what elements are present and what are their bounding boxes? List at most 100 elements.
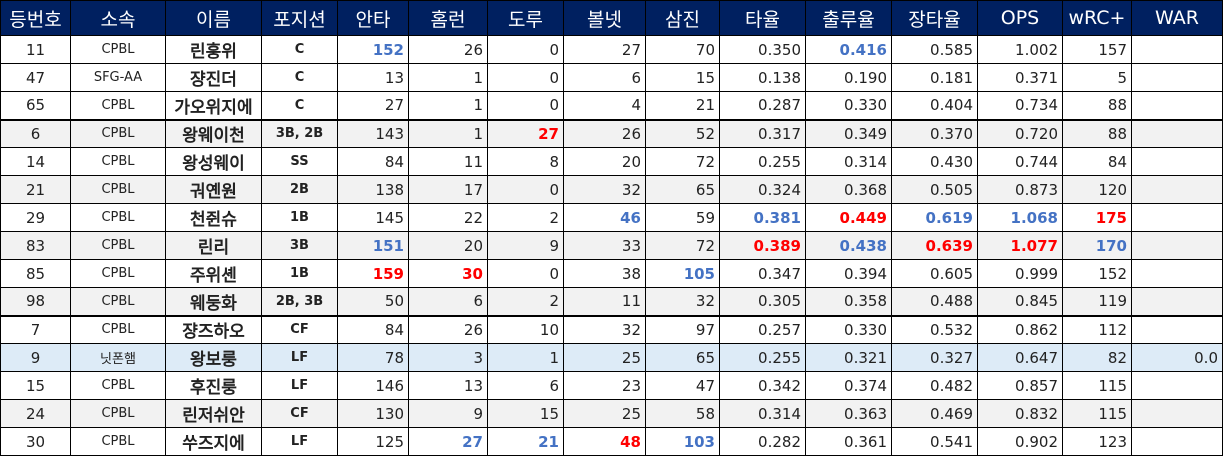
cell-war xyxy=(1131,231,1223,260)
cell-position: CF xyxy=(261,314,338,344)
cell-obp: 0.374 xyxy=(805,371,892,400)
cell-hits: 159 xyxy=(337,259,409,288)
cell-team: CPBL xyxy=(70,314,166,344)
cell-position: 2B xyxy=(261,175,338,204)
table-row[interactable]: 21 CPBL 궈옌원 2B 138 17 0 32 65 0.324 0.36… xyxy=(0,175,1223,204)
cell-strikeouts: 65 xyxy=(645,175,720,204)
cell-hits: 146 xyxy=(337,371,409,400)
table-row-selected[interactable]: 9 닛폰햄 왕보룽 LF 78 3 1 25 65 0.255 0.321 0.… xyxy=(0,343,1223,372)
table-row[interactable]: 14 CPBL 왕성웨이 SS 84 11 8 20 72 0.255 0.31… xyxy=(0,147,1223,176)
cell-hits: 13 xyxy=(337,63,409,92)
table-row[interactable]: 6 CPBL 왕웨이천 3B, 2B 143 1 27 26 52 0.317 … xyxy=(0,118,1223,148)
cell-number: 47 xyxy=(0,63,71,92)
cell-homeruns: 1 xyxy=(408,63,488,92)
table-row[interactable]: 24 CPBL 린저쉬안 CF 130 9 15 25 58 0.314 0.3… xyxy=(0,399,1223,428)
cell-name: 쑤즈지에 xyxy=(165,427,262,456)
table-row[interactable]: 30 CPBL 쑤즈지에 LF 125 27 21 48 103 0.282 0… xyxy=(0,427,1223,456)
cell-wrc: 157 xyxy=(1062,35,1132,64)
cell-war xyxy=(1131,175,1223,204)
cell-wrc: 112 xyxy=(1062,314,1132,344)
cell-strikeouts: 65 xyxy=(645,343,720,372)
header-team: 소속 xyxy=(70,0,166,36)
cell-position: 3B, 2B xyxy=(261,118,338,148)
table-row[interactable]: 98 CPBL 웨둥화 2B, 3B 50 6 2 11 32 0.305 0.… xyxy=(0,287,1223,316)
stats-table: 등번호 소속 이름 포지션 안타 홈런 도루 볼넷 삼진 타율 출루율 장타율 … xyxy=(0,0,1223,456)
cell-team: CPBL xyxy=(70,118,166,148)
cell-obp: 0.349 xyxy=(805,118,892,148)
cell-war xyxy=(1131,63,1223,92)
cell-position: SS xyxy=(261,147,338,176)
cell-hits: 145 xyxy=(337,203,409,232)
table-row[interactable]: 65 CPBL 가오위지에 C 27 1 0 4 21 0.287 0.330 … xyxy=(0,91,1223,120)
cell-hits: 143 xyxy=(337,118,409,148)
header-name: 이름 xyxy=(165,0,262,36)
cell-number: 6 xyxy=(0,118,71,148)
table-row[interactable]: 85 CPBL 주위셴 1B 159 30 0 38 105 0.347 0.3… xyxy=(0,259,1223,288)
cell-wrc: 119 xyxy=(1062,287,1132,316)
cell-team: CPBL xyxy=(70,203,166,232)
cell-steals: 8 xyxy=(487,147,564,176)
cell-slg: 0.585 xyxy=(891,35,978,64)
cell-strikeouts: 32 xyxy=(645,287,720,316)
cell-strikeouts: 47 xyxy=(645,371,720,400)
cell-slg: 0.370 xyxy=(891,118,978,148)
cell-war xyxy=(1131,118,1223,148)
cell-war xyxy=(1131,35,1223,64)
cell-war: 0.0 xyxy=(1131,343,1223,372)
table-row[interactable]: 83 CPBL 린리 3B 151 20 9 33 72 0.389 0.438… xyxy=(0,231,1223,260)
cell-position: C xyxy=(261,63,338,92)
cell-homeruns: 30 xyxy=(408,259,488,288)
cell-ops: 0.371 xyxy=(977,63,1063,92)
cell-obp: 0.330 xyxy=(805,314,892,344)
cell-number: 98 xyxy=(0,287,71,316)
table-row[interactable]: 29 CPBL 천쥔슈 1B 145 22 2 46 59 0.381 0.44… xyxy=(0,203,1223,232)
cell-homeruns: 9 xyxy=(408,399,488,428)
cell-slg: 0.430 xyxy=(891,147,978,176)
cell-name: 린리 xyxy=(165,231,262,260)
cell-position: 1B xyxy=(261,259,338,288)
cell-walks: 23 xyxy=(563,371,646,400)
cell-avg: 0.138 xyxy=(719,63,806,92)
cell-team: SFG-AA xyxy=(70,63,166,92)
table-row[interactable]: 7 CPBL 쟝즈하오 CF 84 26 10 32 97 0.257 0.33… xyxy=(0,314,1223,344)
cell-slg: 0.404 xyxy=(891,91,978,120)
cell-number: 30 xyxy=(0,427,71,456)
cell-homeruns: 1 xyxy=(408,118,488,148)
table-row[interactable]: 15 CPBL 후진룽 LF 146 13 6 23 47 0.342 0.37… xyxy=(0,371,1223,400)
header-number: 등번호 xyxy=(0,0,71,36)
cell-team: CPBL xyxy=(70,147,166,176)
cell-steals: 1 xyxy=(487,343,564,372)
cell-position: LF xyxy=(261,427,338,456)
cell-ops: 0.744 xyxy=(977,147,1063,176)
cell-position: 2B, 3B xyxy=(261,287,338,316)
cell-team: CPBL xyxy=(70,231,166,260)
cell-number: 9 xyxy=(0,343,71,372)
cell-name: 궈옌원 xyxy=(165,175,262,204)
header-war: WAR xyxy=(1131,0,1223,36)
cell-name: 주위셴 xyxy=(165,259,262,288)
cell-hits: 130 xyxy=(337,399,409,428)
cell-war xyxy=(1131,91,1223,120)
header-slg: 장타율 xyxy=(891,0,978,36)
table-row[interactable]: 11 CPBL 린훙위 C 152 26 0 27 70 0.350 0.416… xyxy=(0,35,1223,64)
table-body: 11 CPBL 린훙위 C 152 26 0 27 70 0.350 0.416… xyxy=(0,35,1223,456)
cell-team: 닛폰햄 xyxy=(70,343,166,372)
cell-number: 7 xyxy=(0,314,71,344)
cell-obp: 0.314 xyxy=(805,147,892,176)
cell-number: 29 xyxy=(0,203,71,232)
cell-avg: 0.257 xyxy=(719,314,806,344)
cell-homeruns: 1 xyxy=(408,91,488,120)
cell-obp: 0.416 xyxy=(805,35,892,64)
cell-avg: 0.342 xyxy=(719,371,806,400)
cell-wrc: 84 xyxy=(1062,147,1132,176)
cell-steals: 0 xyxy=(487,35,564,64)
header-wrc: wRC+ xyxy=(1062,0,1132,36)
cell-position: LF xyxy=(261,371,338,400)
header-obp: 출루율 xyxy=(805,0,892,36)
table-row[interactable]: 47 SFG-AA 쟝진더 C 13 1 0 6 15 0.138 0.190 … xyxy=(0,63,1223,92)
cell-name: 웨둥화 xyxy=(165,287,262,316)
cell-avg: 0.314 xyxy=(719,399,806,428)
cell-obp: 0.358 xyxy=(805,287,892,316)
cell-slg: 0.505 xyxy=(891,175,978,204)
cell-homeruns: 26 xyxy=(408,314,488,344)
